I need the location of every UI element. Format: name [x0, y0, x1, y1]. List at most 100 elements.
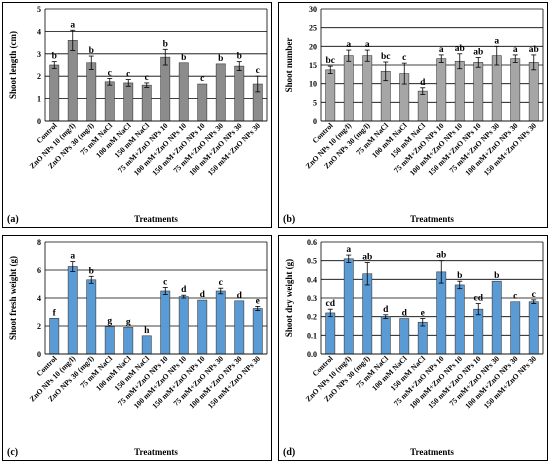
bar: [399, 318, 410, 355]
bar: [234, 300, 245, 355]
y-tick-label: 0: [37, 350, 41, 359]
y-axis-title: Shoot dry weight (g): [284, 259, 294, 337]
significance-letter: e: [421, 309, 425, 319]
bar: [234, 65, 245, 122]
y-tick-label: 20: [309, 42, 317, 51]
y-tick-label: 0.1: [307, 331, 317, 340]
significance-letter: c: [513, 292, 517, 302]
y-axis-title: Shoot number: [284, 38, 294, 93]
x-axis-title: Treatments: [134, 447, 178, 457]
significance-letter: b: [181, 53, 186, 63]
significance-letter: ab: [455, 44, 465, 54]
significance-letter: a: [346, 245, 351, 255]
significance-letter: b: [237, 52, 242, 62]
bar: [86, 62, 97, 122]
bar: [473, 308, 484, 355]
y-tick-label: 0.2: [307, 313, 317, 322]
significance-letter: c: [145, 73, 149, 83]
bar: [49, 64, 60, 122]
significance-letter: ab: [362, 253, 372, 263]
significance-letter: a: [346, 40, 351, 50]
bar: [362, 55, 373, 122]
significance-letter: a: [70, 252, 75, 262]
y-tick-label: 2: [37, 322, 41, 331]
bar: [49, 318, 60, 355]
y-tick-label: 3: [37, 50, 41, 59]
y-tick-label: 5: [313, 98, 317, 107]
y-tick-label: 4: [37, 294, 41, 303]
significance-letter: c: [200, 74, 204, 84]
significance-letter: a: [70, 20, 75, 30]
bar: [454, 60, 465, 122]
bar: [362, 273, 373, 355]
significance-letter: d: [181, 285, 187, 295]
bar: [436, 271, 447, 355]
bar: [141, 335, 152, 355]
y-tick-label: 15: [309, 61, 317, 70]
significance-letter: bc: [381, 52, 391, 62]
y-tick-label: 30: [309, 5, 317, 14]
y-tick-label: 0.4: [307, 275, 317, 284]
panel-label: (d): [283, 447, 295, 458]
bar: [67, 40, 78, 122]
bar: [417, 90, 428, 122]
bar: [454, 284, 465, 355]
bar: [215, 63, 226, 122]
bar: [380, 316, 391, 355]
significance-letter: cd: [326, 299, 336, 309]
y-tick-label: 0.5: [307, 257, 317, 266]
significance-letter: g: [126, 317, 131, 327]
significance-letter: d: [420, 78, 426, 88]
y-tick-label: 0.3: [307, 294, 317, 303]
y-tick-label: 5: [37, 5, 41, 14]
bar: [123, 327, 134, 355]
bar: [141, 84, 152, 122]
significance-letter: cd: [474, 294, 484, 304]
y-tick-label: 0.6: [307, 238, 317, 247]
bar: [178, 62, 189, 122]
bar: [67, 266, 78, 355]
significance-letter: d: [237, 291, 243, 301]
significance-letter: a: [494, 36, 499, 46]
y-tick-label: 0: [313, 117, 317, 126]
bar: [160, 56, 171, 122]
significance-letter: c: [402, 53, 406, 63]
significance-letter: c: [163, 278, 167, 288]
significance-letter: a: [365, 40, 370, 50]
significance-letter: b: [89, 266, 94, 276]
bar: [86, 279, 97, 355]
significance-letter: b: [163, 39, 168, 49]
bar: [528, 62, 539, 122]
panel-label: (c): [7, 447, 18, 458]
y-axis-title: Shoot fresh weight (g): [8, 256, 18, 340]
bar: [343, 258, 354, 355]
chart-panel-b: 0 5 10 15 20 25 30 bc Control a ZnO NPs 10 (mg/l) a…: [278, 2, 548, 228]
bar: [491, 55, 502, 122]
significance-letter: b: [52, 52, 57, 62]
bar: [528, 301, 539, 355]
significance-letter: d: [200, 290, 206, 300]
significance-letter: c: [219, 278, 223, 288]
y-tick-label: 4: [37, 27, 41, 36]
bar: [417, 321, 428, 355]
chart-panel-a: 0 1 2 3 4 5 b Control a ZnO NPs 10 (mg/l) b ZnO NPs…: [2, 2, 272, 228]
significance-letter: a: [513, 45, 518, 55]
bar: [491, 280, 502, 355]
chart-panel-d: 0.0 0.1 0.2 0.3 0.4 0.5 0.6 cd Control a ZnO NPs 1…: [278, 235, 548, 461]
significance-letter: c: [126, 70, 130, 80]
bar: [160, 290, 171, 355]
bar: [325, 312, 336, 355]
significance-letter: d: [402, 309, 408, 319]
significance-letter: h: [144, 326, 150, 336]
significance-letter: ab: [529, 45, 539, 55]
significance-letter: f: [53, 308, 57, 318]
bar: [178, 296, 189, 355]
bar: [104, 326, 115, 355]
x-axis-title: Treatments: [410, 214, 454, 224]
x-axis-title: Treatments: [410, 447, 454, 457]
significance-letter: a: [439, 45, 444, 55]
